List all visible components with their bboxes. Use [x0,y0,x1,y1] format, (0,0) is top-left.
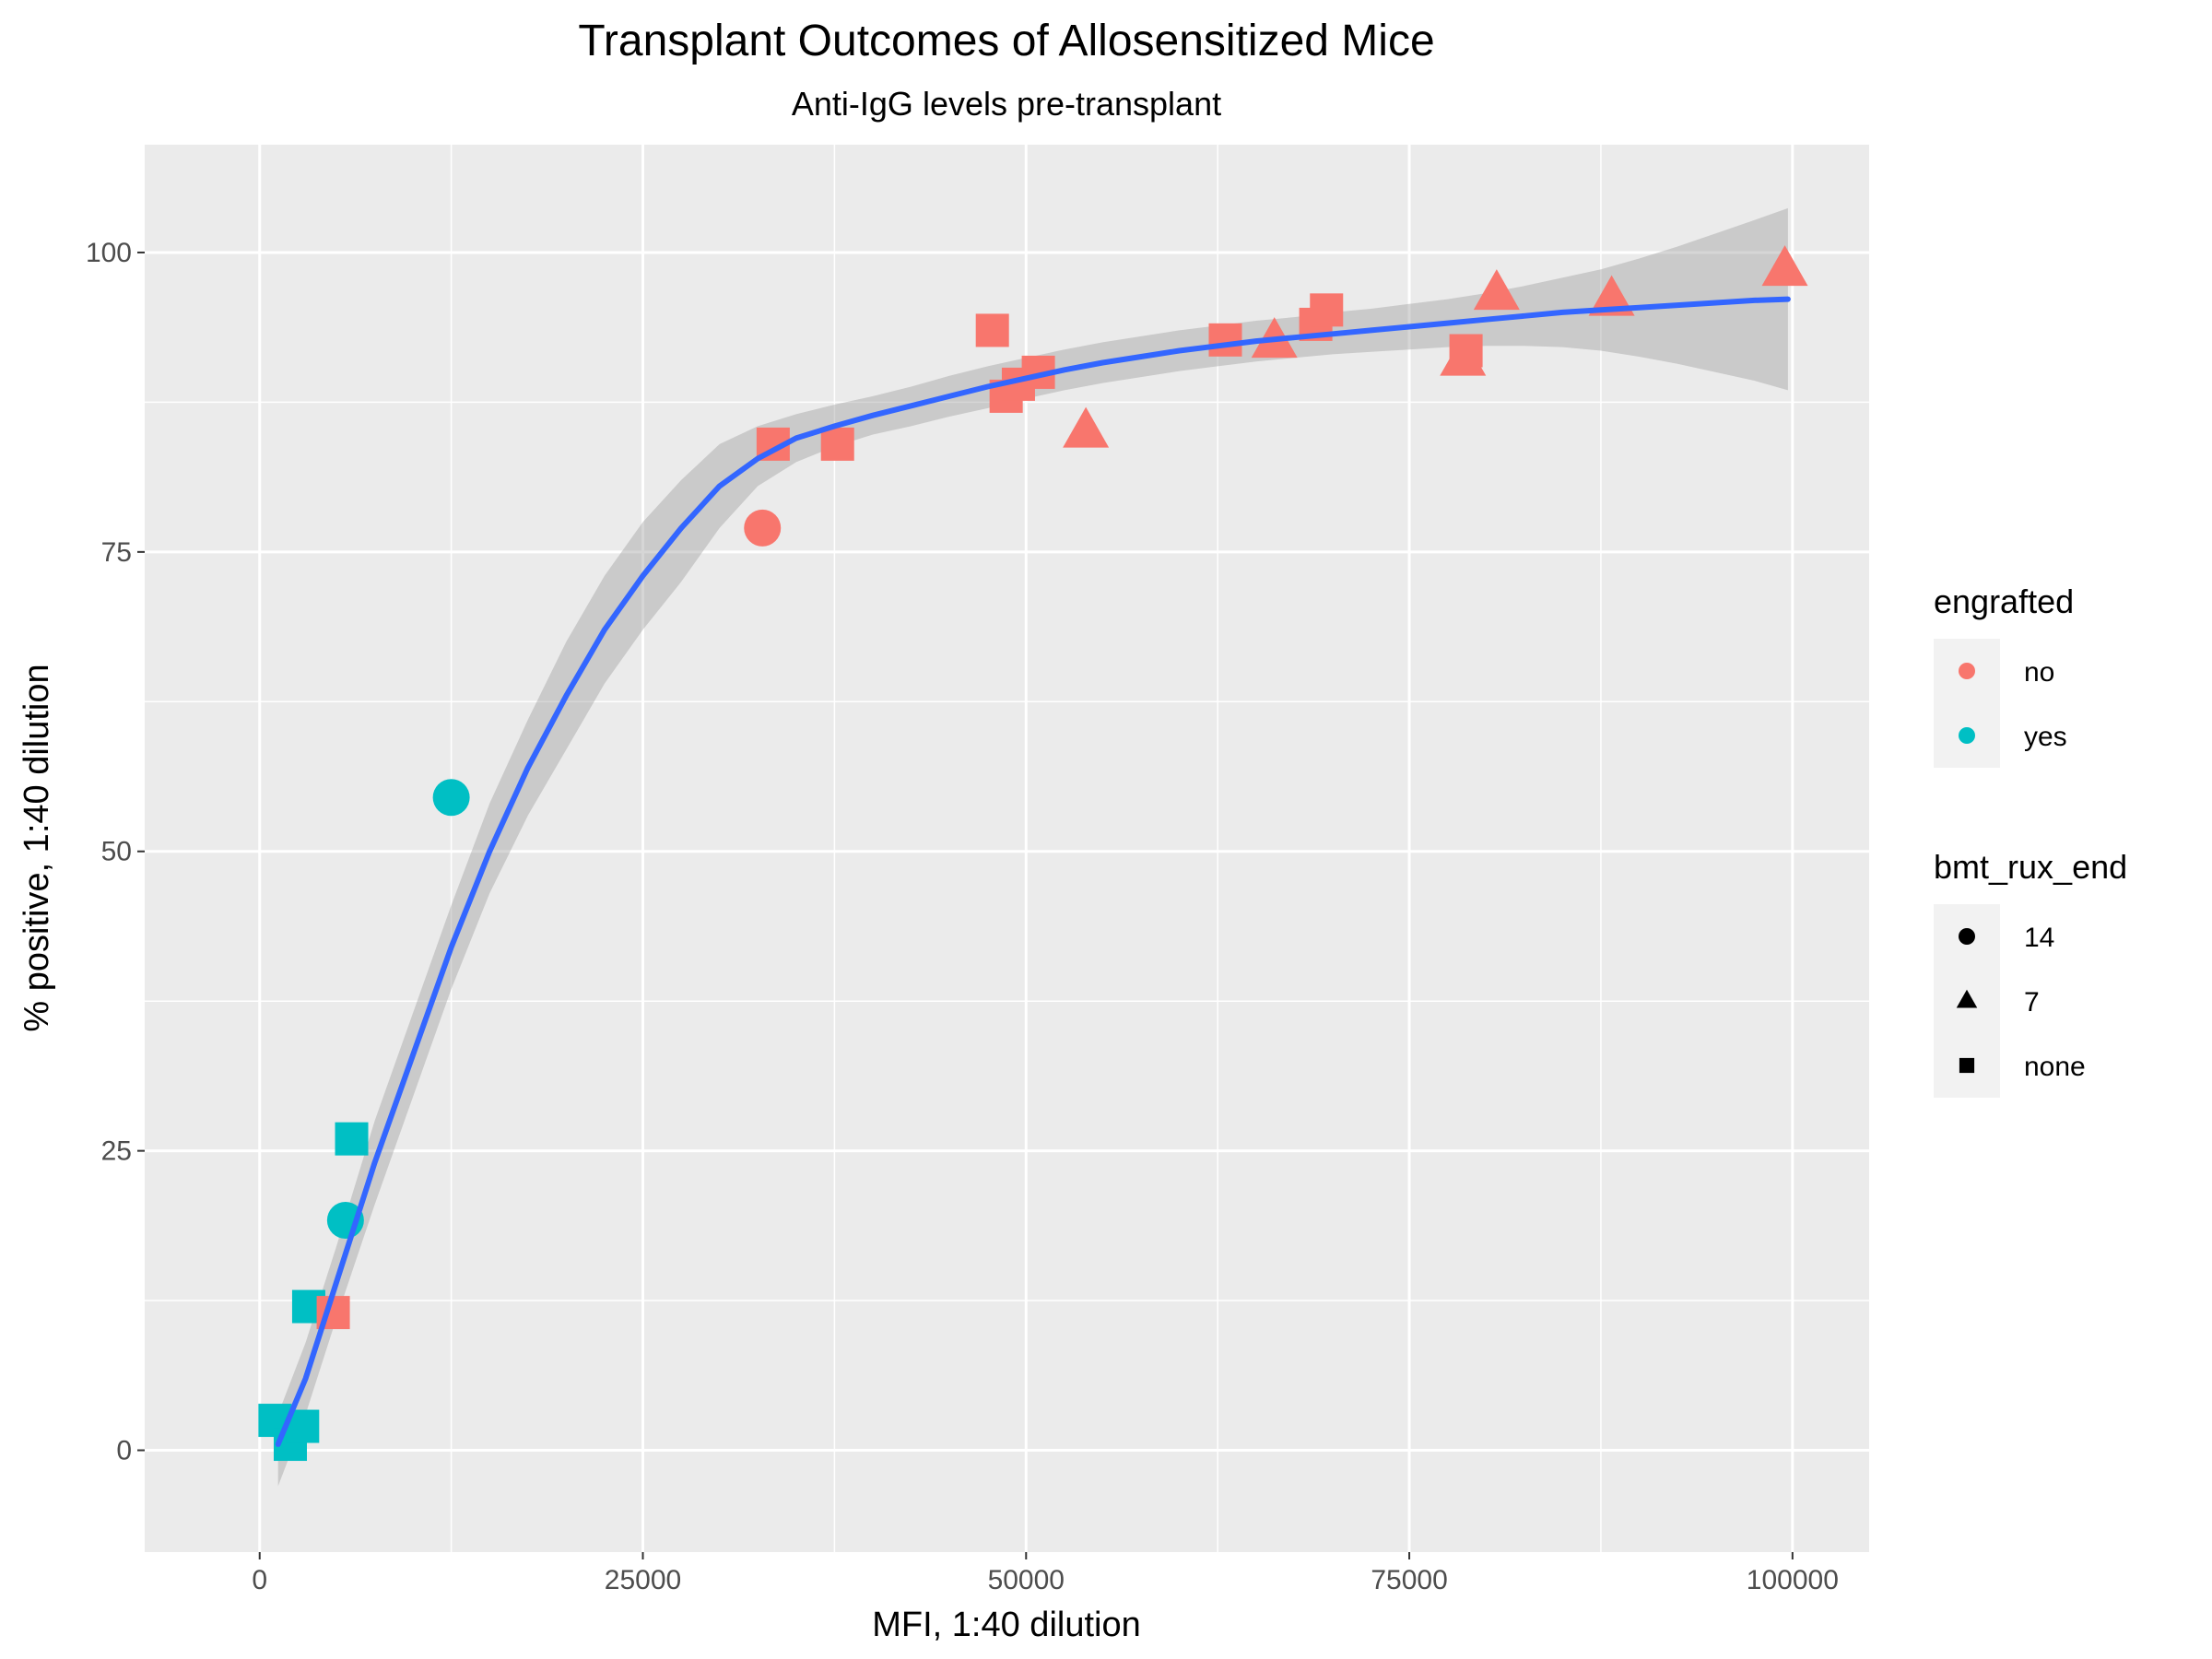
data-point [1310,293,1344,327]
legend-bmt-rux-end: bmt_rux_end 14 7 none [1934,848,2127,1098]
legend-label: no [2024,657,2054,688]
data-point [335,1122,369,1156]
x-tick-label: 50000 [988,1565,1065,1595]
legend: engrafted no yes bmt_rux_end 14 7 none [1934,582,2127,1098]
y-axis-title: % positive, 1:40 dilution [18,664,56,1031]
legend-key-14 [1959,928,1975,945]
legend-key-yes [1959,727,1975,744]
smooth-line [275,296,1791,1447]
data-point [975,313,1009,347]
legend-title: bmt_rux_end [1934,848,2127,886]
y-tick-label: 75 [101,537,132,568]
x-tick-label: 75000 [1371,1565,1447,1595]
x-tick-label: 25000 [605,1565,681,1595]
legend-key-none [1959,1057,1975,1074]
legend-key-7 [1956,989,1978,1008]
confidence-band [277,207,1788,1487]
confidence-band-layer [277,207,1788,1487]
legend-label: yes [2024,722,2067,752]
x-axis-title: MFI, 1:40 dilution [872,1606,1140,1644]
y-tick-label: 25 [101,1136,132,1167]
data-point [1473,269,1520,311]
legend-key-background [1934,639,2000,768]
x-tick-label: 100000 [1747,1565,1839,1595]
legend-label: 7 [2024,987,2040,1018]
legend-engrafted: engrafted no yes [1934,582,2074,768]
data-point [1588,275,1635,316]
plot-panel [145,145,1869,1552]
y-tick-label: 0 [116,1436,132,1466]
data-point [1063,406,1110,448]
data-point [1449,334,1483,368]
data-point [744,509,782,547]
data-point [1761,245,1808,287]
legend-title: engrafted [1934,582,2074,620]
y-tick-label: 50 [101,837,132,867]
chart-title: Transplant Outcomes of Allosensitized Mi… [578,17,1434,65]
data-point [432,779,470,817]
smooth-line-layer [275,296,1791,1447]
data-point [820,427,854,461]
chart-subtitle: Anti-IgG levels pre-transplant [792,85,1221,123]
legend-label: 14 [2024,923,2054,953]
data-point [1208,323,1242,357]
legend-label: none [2024,1052,2086,1082]
y-tick-label: 100 [86,238,132,268]
legend-key-no [1959,663,1975,679]
x-tick-label: 0 [252,1565,267,1595]
axis-ticks: 0 25000 50000 75000 100000 0 25 50 75 100 [86,238,1839,1595]
